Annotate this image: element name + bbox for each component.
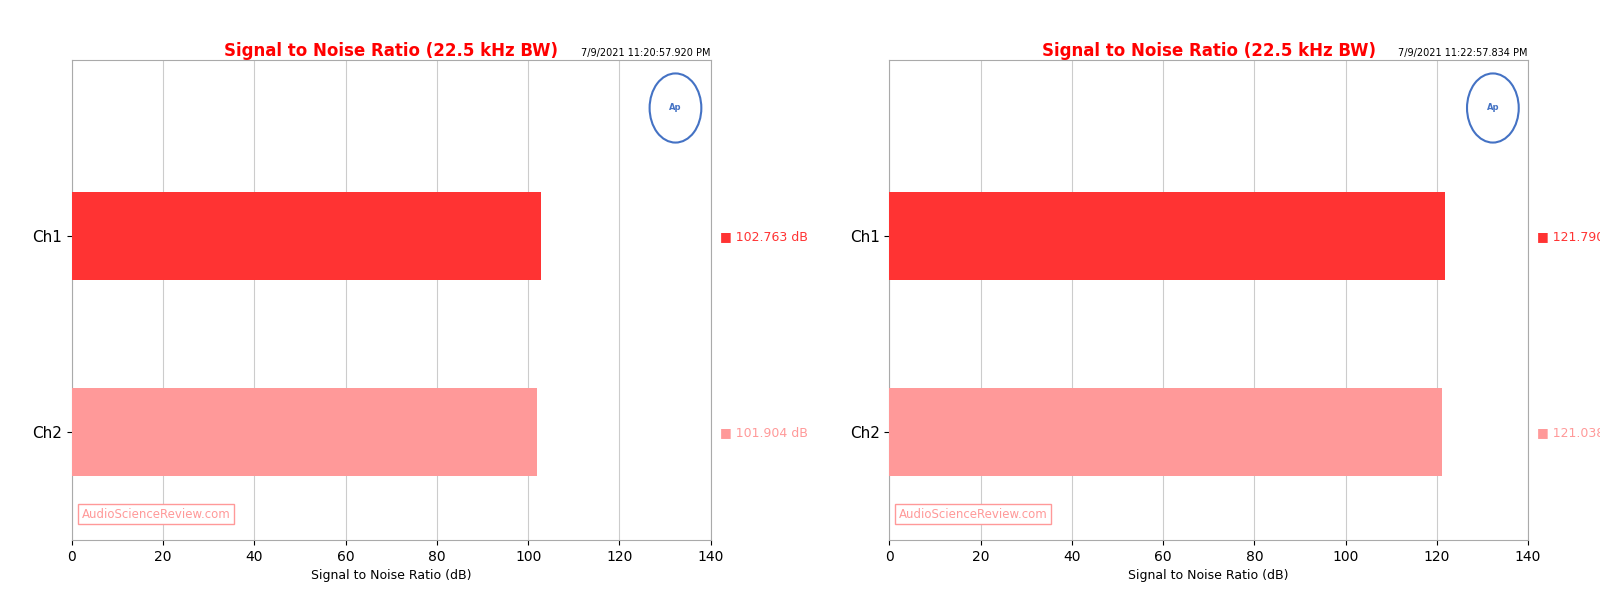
Bar bbox=[72, 388, 538, 476]
X-axis label: Signal to Noise Ratio (dB): Signal to Noise Ratio (dB) bbox=[1128, 569, 1290, 582]
Text: AudioScienceReview.com: AudioScienceReview.com bbox=[82, 508, 230, 521]
Bar bbox=[72, 192, 541, 280]
Bar bbox=[890, 192, 1445, 280]
Bar bbox=[890, 388, 1442, 476]
X-axis label: Signal to Noise Ratio (dB): Signal to Noise Ratio (dB) bbox=[310, 569, 472, 582]
Text: ■ 121.790 dB: ■ 121.790 dB bbox=[1538, 230, 1600, 243]
Text: ■ 121.038 dB: ■ 121.038 dB bbox=[1538, 426, 1600, 439]
Text: 7/9/2021 11:22:57.834 PM: 7/9/2021 11:22:57.834 PM bbox=[1398, 47, 1528, 58]
Text: ■ 101.904 dB: ■ 101.904 dB bbox=[720, 426, 808, 439]
Title: Signal to Noise Ratio (22.5 kHz BW): Signal to Noise Ratio (22.5 kHz BW) bbox=[1042, 42, 1376, 60]
Title: Signal to Noise Ratio (22.5 kHz BW): Signal to Noise Ratio (22.5 kHz BW) bbox=[224, 42, 558, 60]
Text: ■ 102.763 dB: ■ 102.763 dB bbox=[720, 230, 808, 243]
Text: AudioScienceReview.com: AudioScienceReview.com bbox=[899, 508, 1048, 521]
Text: 7/9/2021 11:20:57.920 PM: 7/9/2021 11:20:57.920 PM bbox=[581, 47, 710, 58]
